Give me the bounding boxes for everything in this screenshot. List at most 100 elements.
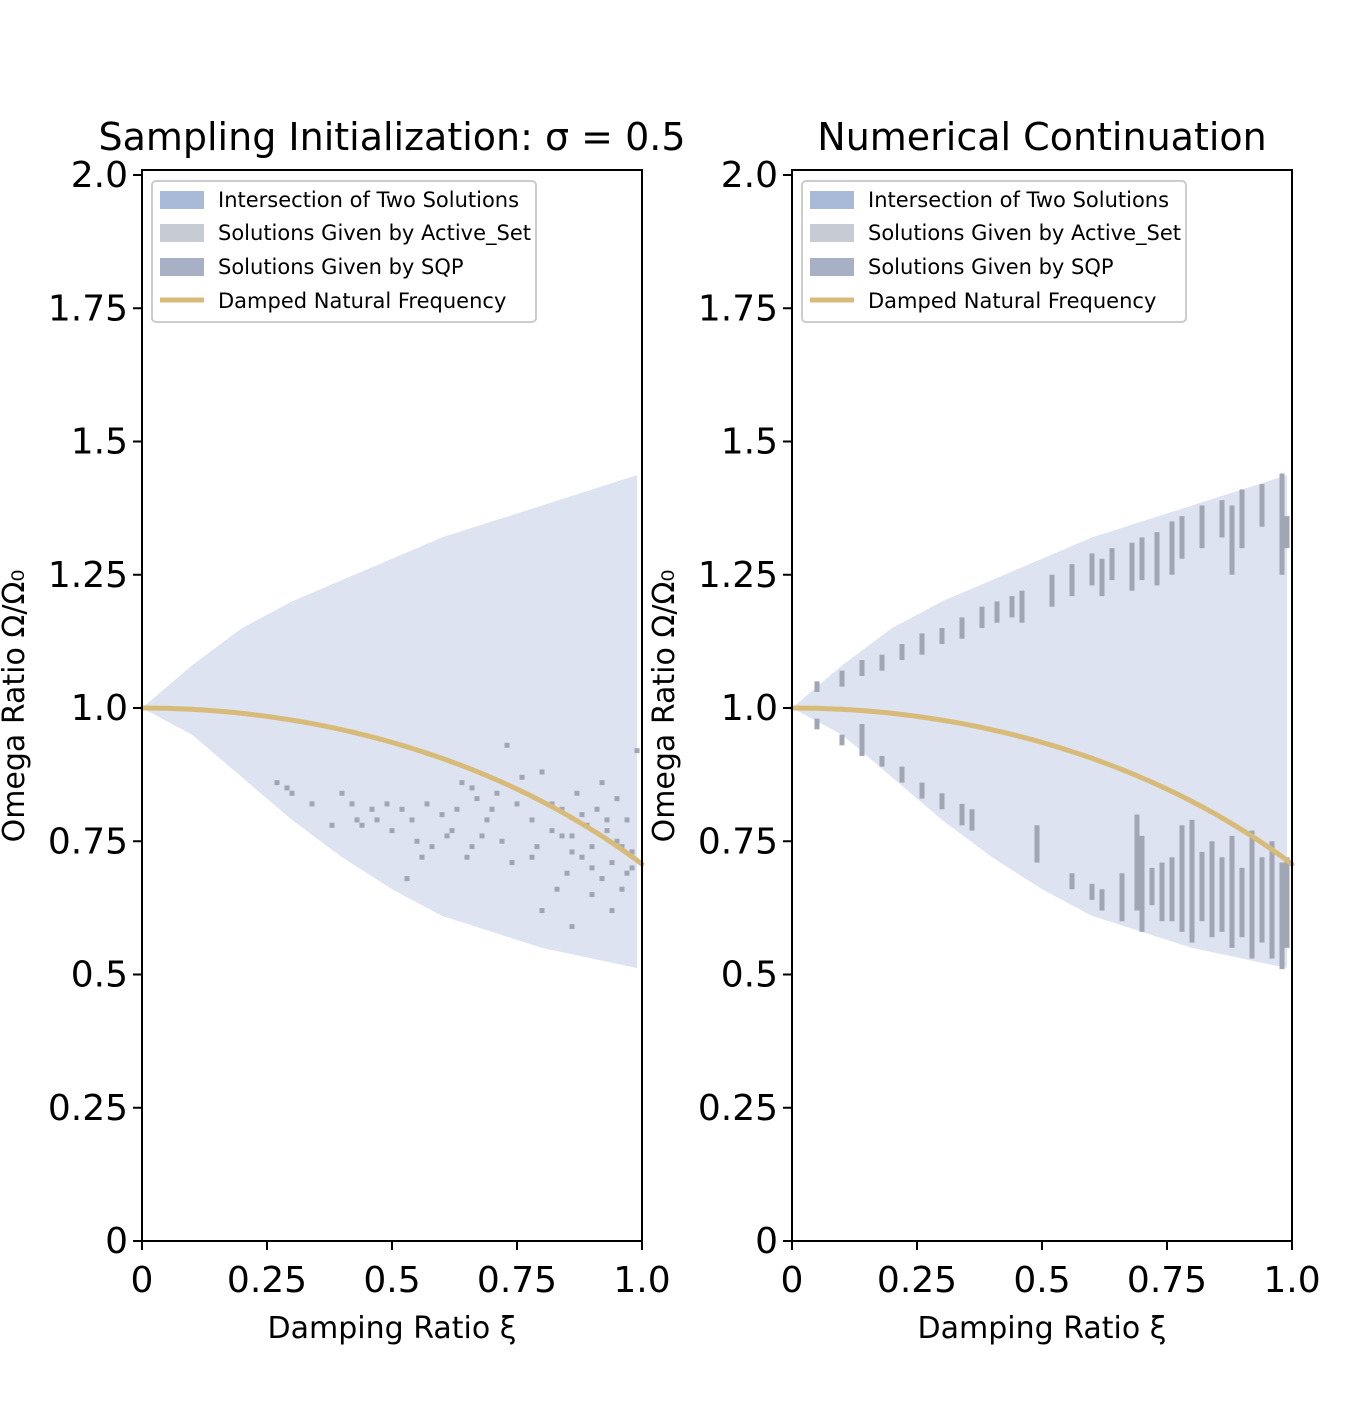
sqp-solution-bar (1179, 516, 1185, 559)
sqp-solution-cell (374, 817, 380, 823)
y-tick-label: 0.5 (721, 955, 778, 996)
legend-swatch-active-set (160, 224, 204, 242)
sqp-solution-cell (594, 806, 600, 812)
sqp-solution-cell (464, 854, 470, 860)
sqp-solution-bar (959, 617, 965, 639)
sqp-solution-bar (1139, 537, 1145, 581)
sqp-solution-cell (274, 780, 280, 786)
sqp-solution-bar (879, 755, 885, 767)
sqp-solution-bar (1069, 873, 1075, 890)
y-tick-label: 1.0 (721, 688, 778, 729)
x-tick-label: 0.5 (1013, 1260, 1070, 1301)
sqp-solution-bar (859, 660, 865, 677)
sqp-solution-bar (919, 782, 925, 799)
sqp-solution-cell (289, 790, 295, 796)
sqp-solution-cell (369, 806, 375, 812)
sqp-solution-bar (1199, 505, 1205, 549)
sqp-solution-bar (1154, 532, 1160, 586)
y-tick-label: 2.0 (721, 155, 778, 196)
sqp-solution-bar (814, 718, 820, 730)
sqp-solution-cell (429, 844, 435, 850)
sqp-solution-cell (539, 908, 545, 914)
x-tick-label: 1.0 (1263, 1260, 1320, 1301)
sqp-solution-bar (1019, 590, 1025, 623)
sqp-solution-bar (1179, 825, 1185, 932)
y-tick-label: 0.75 (48, 821, 128, 862)
sqp-solution-bar (1139, 835, 1145, 932)
sqp-solution-bar (899, 644, 905, 661)
sqp-solution-cell (609, 860, 615, 866)
legend-label-intersection: Intersection of Two Solutions (218, 188, 519, 212)
sqp-solution-cell (449, 828, 455, 834)
legend-swatch-intersection (160, 191, 204, 209)
sqp-solution-bar (1159, 862, 1165, 922)
y-tick-label: 1.5 (71, 422, 128, 463)
sqp-solution-bar (1099, 558, 1105, 597)
sqp-solution-bar (959, 803, 965, 826)
x-tick-label: 0.5 (363, 1260, 420, 1301)
y-tick-label: 0.75 (698, 821, 778, 862)
x-tick-label: 0 (781, 1260, 804, 1301)
sqp-solution-bar (939, 628, 945, 645)
sqp-solution-bar (1229, 505, 1235, 575)
sqp-solution-bar (1209, 841, 1215, 938)
x-axis: 0 0.25 0.5 0.75 1.0 (131, 1241, 671, 1301)
legend: Intersection of Two Solutions Solutions … (801, 180, 1187, 323)
sqp-solution-cell (514, 801, 520, 807)
sqp-solution-bar (1239, 489, 1245, 549)
sqp-solution-cell (454, 806, 460, 812)
sqp-solution-cell (614, 796, 620, 802)
x-axis: 0 0.25 0.5 0.75 1.0 (781, 1241, 1321, 1301)
sqp-solution-cell (564, 870, 570, 876)
legend-frame (801, 180, 1187, 323)
sqp-solution-cell (579, 812, 585, 818)
sqp-solution-bar (979, 606, 985, 629)
legend-label-active-set: Solutions Given by Active_Set (868, 221, 1181, 246)
sqp-solution-cell (509, 860, 515, 866)
sqp-solution-bar (839, 670, 845, 687)
sqp-solution-cell (529, 817, 535, 823)
sqp-solution-bar (1109, 548, 1115, 581)
sqp-solution-cell (604, 817, 610, 823)
sqp-solution-bar (1034, 825, 1040, 863)
sqp-solution-cell (339, 790, 345, 796)
sqp-solution-cell (349, 801, 355, 807)
x-tick-label: 0.25 (227, 1260, 307, 1301)
sqp-solution-cell (389, 828, 395, 834)
panel-continuation: Numerical Continuation 0 0.25 0.5 0.75 1.0 1.… (647, 115, 1321, 1346)
sqp-solution-bar (1249, 830, 1255, 959)
sqp-solution-cell (624, 817, 630, 823)
sqp-solution-cell (549, 828, 555, 834)
y-tick-label: 1.25 (48, 555, 128, 596)
sqp-solution-cell (569, 849, 575, 855)
sqp-solution-bar (859, 723, 865, 756)
sqp-solution-cell (559, 806, 565, 812)
sqp-solution-bar (969, 809, 975, 831)
y-tick-label: 0.25 (698, 1088, 778, 1129)
legend-label-sqp: Solutions Given by SQP (868, 255, 1114, 279)
sqp-solution-cell (474, 796, 480, 802)
y-tick-label: 1.5 (721, 422, 778, 463)
sqp-solution-cell (439, 812, 445, 818)
sqp-solution-bar (1069, 564, 1075, 597)
x-axis-label: Damping Ratio ξ (268, 1311, 517, 1346)
sqp-solution-cell (469, 785, 475, 791)
sqp-solution-bar (1199, 851, 1205, 922)
sqp-solution-bar (1284, 516, 1290, 549)
x-tick-label: 0.75 (1127, 1260, 1207, 1301)
sqp-solution-cell (539, 769, 545, 775)
sqp-solution-cell (499, 838, 505, 844)
sqp-solution-bar (1219, 857, 1225, 932)
sqp-solution-cell (574, 790, 580, 796)
sqp-solution-bar (1279, 862, 1285, 970)
sqp-solution-cell (579, 854, 585, 860)
sqp-solution-cell (589, 844, 595, 850)
y-tick-label: 1.0 (71, 688, 128, 729)
sqp-solution-bar (1009, 596, 1015, 618)
sqp-solution-cell (384, 801, 390, 807)
sqp-solution-cell (484, 817, 490, 823)
sqp-solution-cell (599, 876, 605, 882)
y-axis-label: Omega Ratio Ω/Ω₀ (647, 570, 682, 843)
sqp-solution-bar (1284, 857, 1290, 948)
x-tick-label: 0.75 (477, 1260, 557, 1301)
